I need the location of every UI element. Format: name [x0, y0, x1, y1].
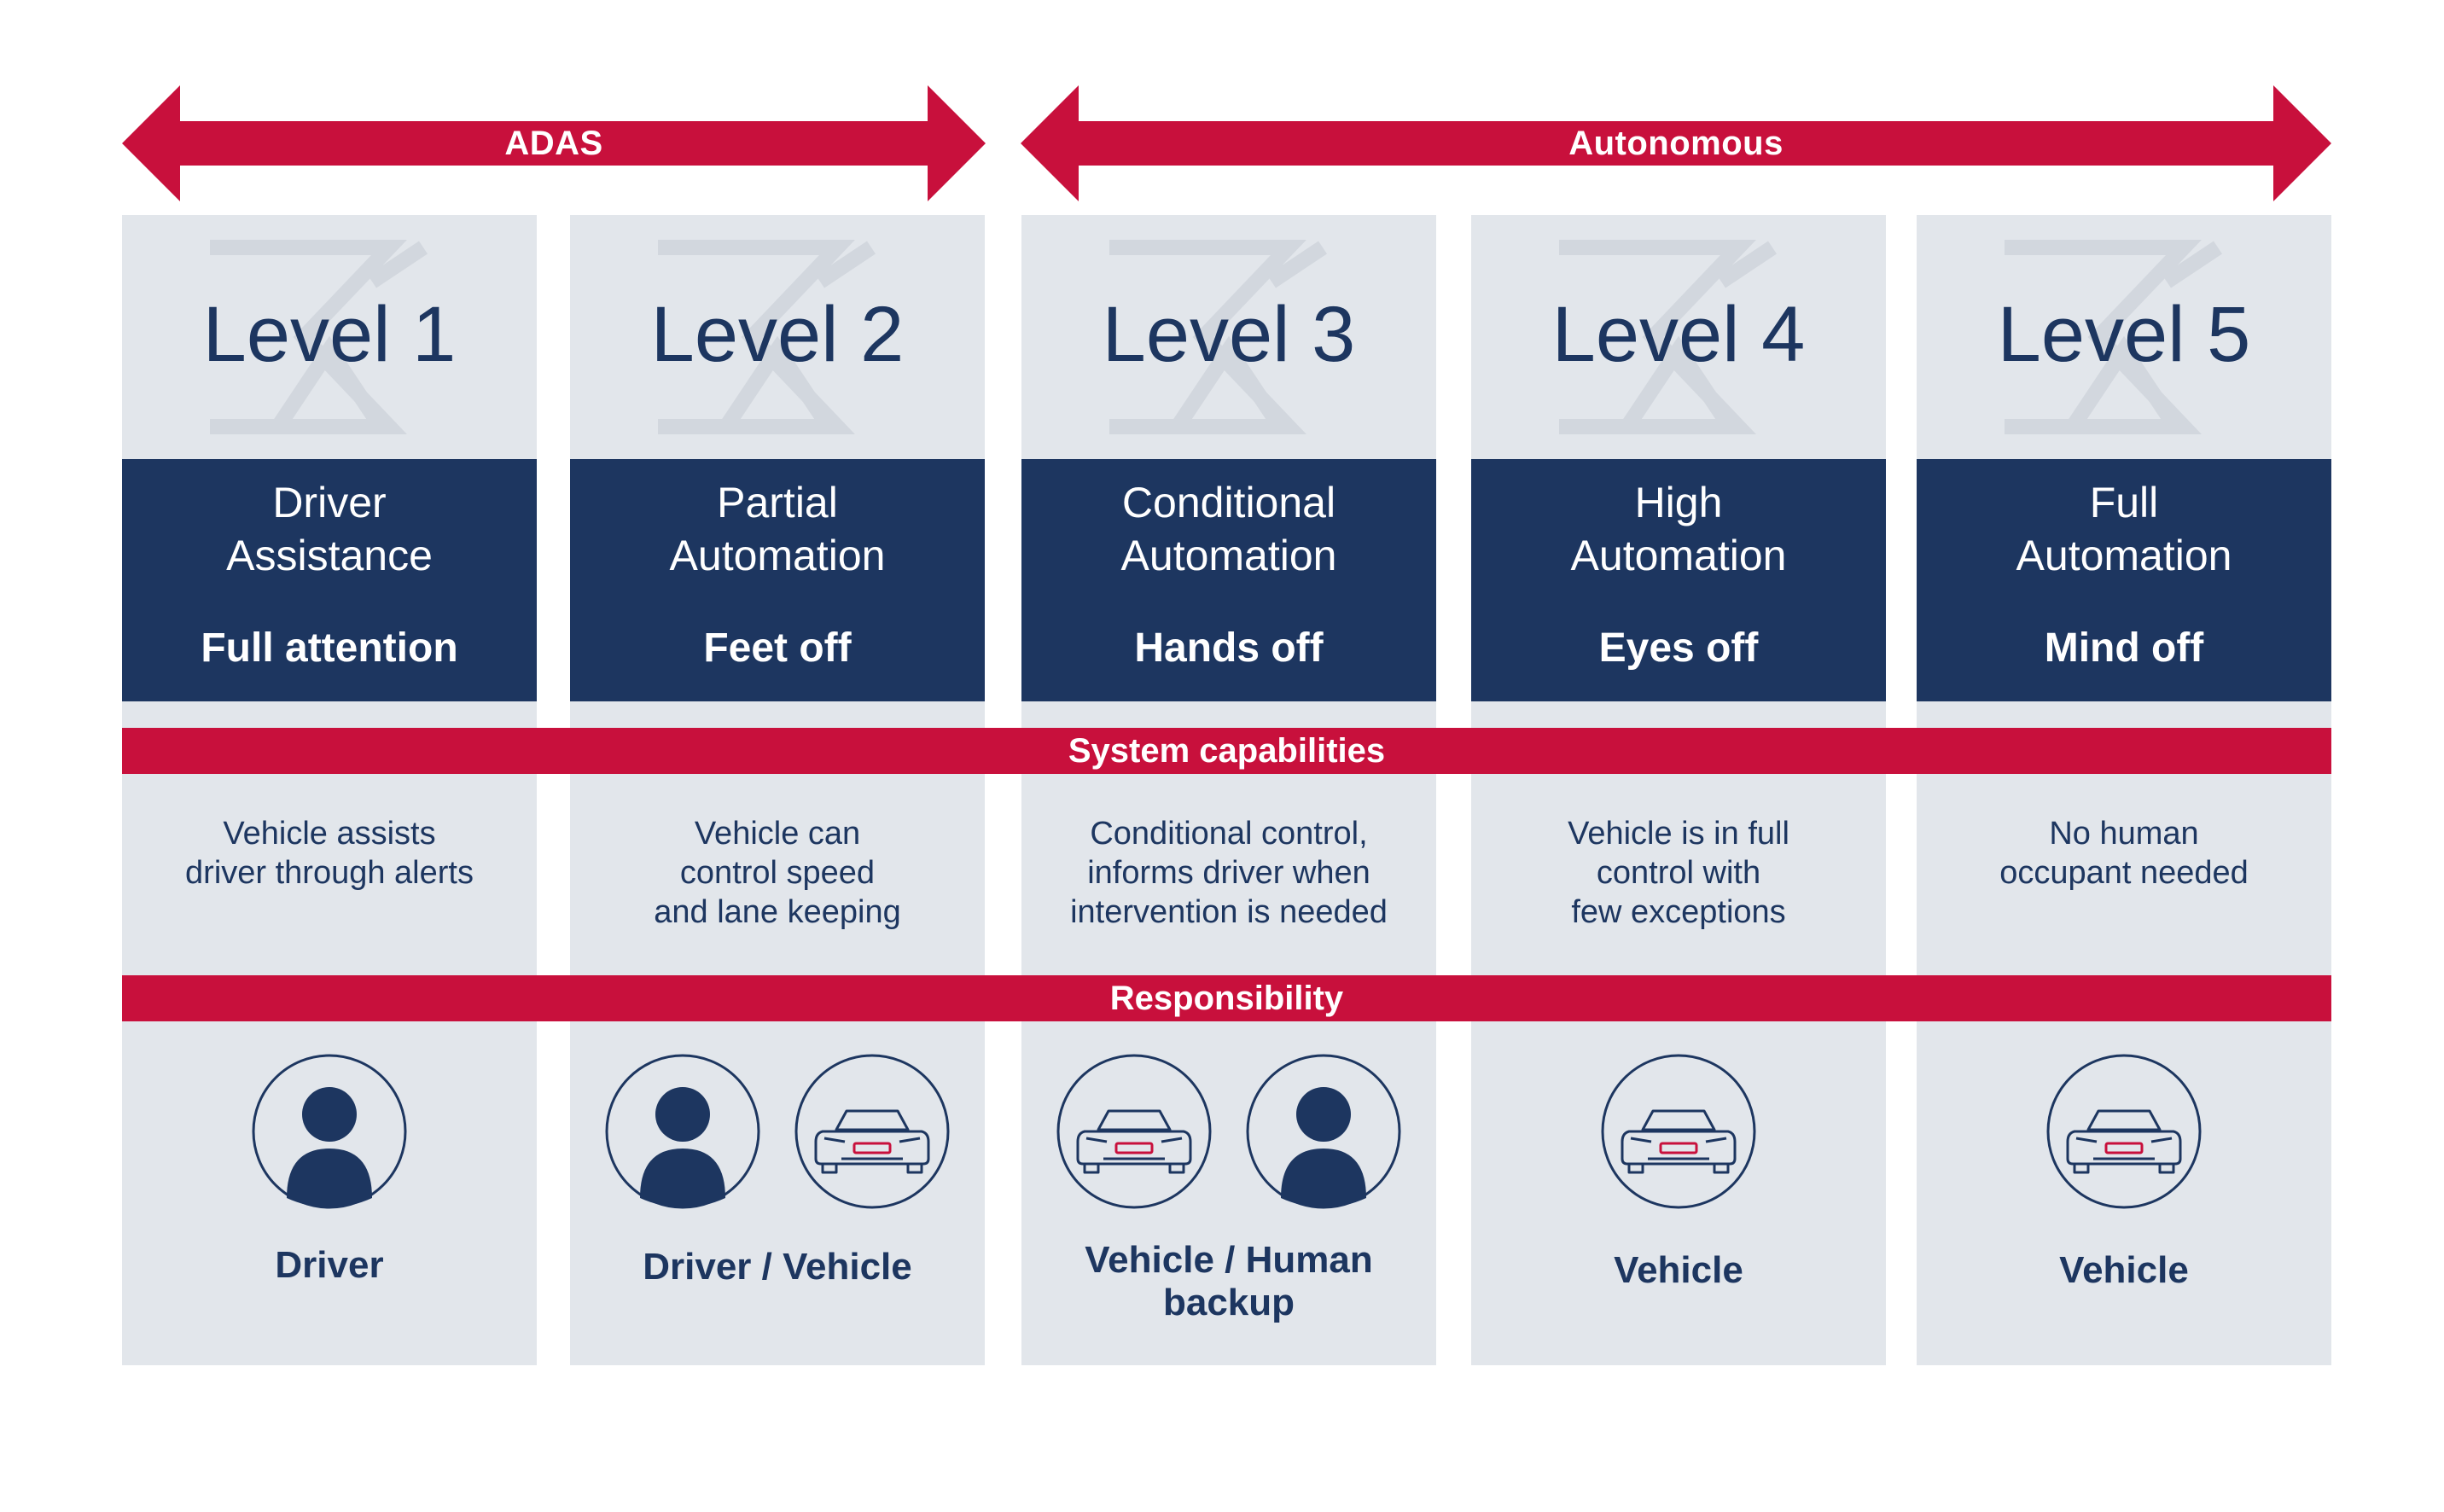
- attention-tag: Hands off: [1134, 625, 1324, 671]
- automation-block: Conditional Automation Hands off: [1021, 459, 1436, 701]
- capability-text: Vehicle can control speed and lane keepi…: [654, 816, 901, 930]
- autonomous-label: Autonomous: [1568, 124, 1784, 162]
- double-arrow-icon: [122, 85, 986, 201]
- person-icon: [604, 1053, 761, 1214]
- attention-tag: Mind off: [2044, 625, 2204, 671]
- responsibility-icons: [570, 1053, 985, 1214]
- automation-block: Partial Automation Feet off: [570, 459, 985, 701]
- person-icon: [251, 1053, 408, 1214]
- responsibility-icons: [1917, 1053, 2331, 1214]
- logo-watermark-icon: [1917, 222, 2331, 452]
- automation-name: Conditional Automation: [1120, 479, 1337, 579]
- capability-text: No human occupant needed: [1999, 816, 2249, 891]
- capability-text: Vehicle assists driver through alerts: [185, 816, 474, 891]
- level-column: Level 1 Driver Assistance Full attention Ve…: [122, 215, 537, 1365]
- logo-watermark-icon: [1471, 222, 1886, 452]
- attention-tag: Feet off: [703, 625, 852, 671]
- responsibility-label: Vehicle: [1614, 1249, 1743, 1291]
- car-icon: [794, 1053, 951, 1214]
- level-column: Level 5 Full Automation Mind off No human o…: [1917, 215, 2331, 1365]
- capability-text: Vehicle is in full control with few exce…: [1568, 816, 1789, 930]
- person-icon: [1245, 1053, 1402, 1214]
- responsibility-band: Responsibility: [122, 975, 2331, 1021]
- level-title: Level 1: [202, 291, 457, 378]
- level-title: Level 3: [1102, 291, 1356, 378]
- attention-tag: Full attention: [201, 625, 458, 671]
- responsibility-icons: [1021, 1053, 1436, 1214]
- level-title: Level 2: [650, 291, 905, 378]
- logo-watermark-icon: [1021, 222, 1436, 452]
- car-icon: [2045, 1053, 2203, 1214]
- level-column: Level 3 Conditional Automation Hands off Co…: [1021, 215, 1436, 1365]
- responsibility-label: Driver: [275, 1244, 384, 1286]
- automation-name: Full Automation: [2016, 479, 2232, 579]
- car-icon: [1600, 1053, 1757, 1214]
- responsibility-icons: [1471, 1053, 1886, 1214]
- capability-text: Conditional control, informs driver when…: [1070, 816, 1388, 930]
- level-column: Level 2 Partial Automation Feet off Vehicle…: [570, 215, 985, 1365]
- level-column: Level 4 High Automation Eyes off Vehicle is…: [1471, 215, 1886, 1365]
- level-title: Level 4: [1551, 291, 1806, 378]
- car-icon: [1056, 1053, 1213, 1214]
- double-arrow-icon: [1021, 85, 2331, 201]
- level-title: Level 5: [1997, 291, 2251, 378]
- responsibility-label: Driver / Vehicle: [643, 1246, 912, 1288]
- adas-arrow: ADAS: [122, 85, 986, 201]
- responsibility-label: Vehicle: [2059, 1249, 2189, 1291]
- logo-watermark-icon: [122, 222, 537, 452]
- automation-name: Driver Assistance: [226, 479, 433, 579]
- automation-block: Full Automation Mind off: [1917, 459, 2331, 701]
- automation-block: High Automation Eyes off: [1471, 459, 1886, 701]
- system-capabilities-band: System capabilities: [122, 728, 2331, 774]
- automation-block: Driver Assistance Full attention: [122, 459, 537, 701]
- autonomous-arrow: Autonomous: [1021, 85, 2331, 201]
- automation-name: High Automation: [1570, 479, 1787, 579]
- automation-name: Partial Automation: [669, 479, 886, 579]
- responsibility-icons: [122, 1053, 537, 1214]
- attention-tag: Eyes off: [1598, 625, 1759, 671]
- adas-label: ADAS: [504, 124, 603, 162]
- responsibility-label: Vehicle / Human backup: [1085, 1239, 1373, 1323]
- logo-watermark-icon: [570, 222, 985, 452]
